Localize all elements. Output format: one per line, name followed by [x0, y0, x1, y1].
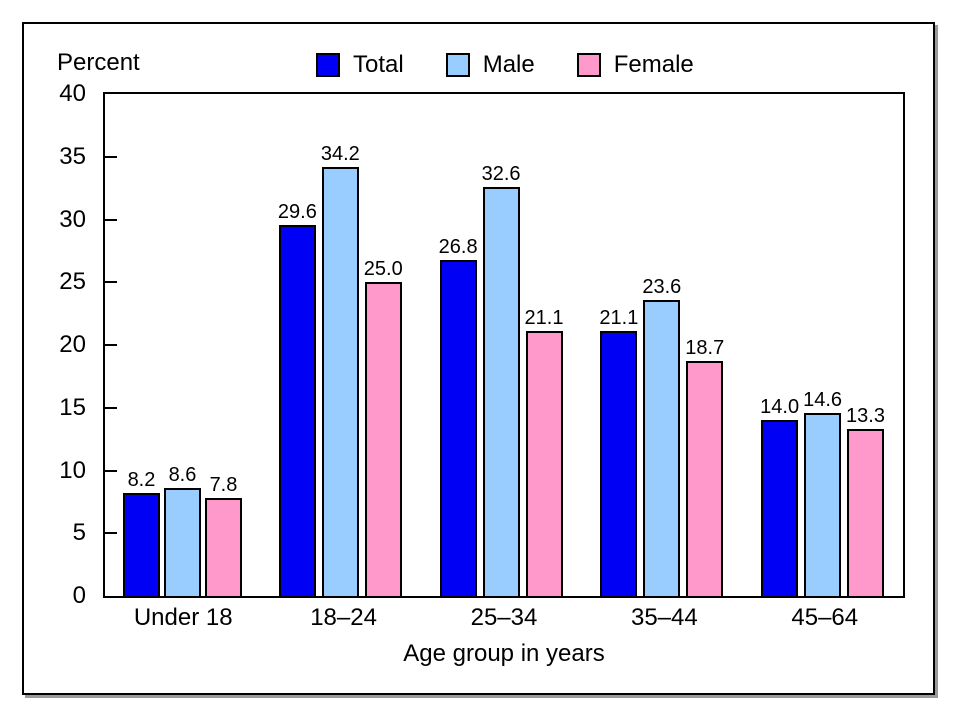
bar-female-25-34 — [525, 331, 563, 596]
x-label-18-24: 18–24 — [310, 604, 377, 631]
bar-group-25-34: 26.8 32.6 21.1 — [439, 163, 564, 596]
legend-label-total: Total — [353, 51, 404, 78]
bar-value-label: 25.0 — [363, 258, 403, 281]
y-tick-mark-15 — [105, 406, 117, 409]
y-tick-mark-5 — [105, 532, 117, 535]
legend-item-total: Total — [316, 52, 404, 78]
bar-female-18-24 — [364, 282, 402, 596]
legend-item-female: Female — [576, 51, 694, 78]
bar-group-18-24: 29.6 34.2 25.0 — [278, 143, 403, 596]
x-label-under-18: Under 18 — [133, 604, 233, 631]
x-axis-labels: Under 18 18–24 25–34 35–44 45–64 — [103, 604, 905, 632]
legend-swatch-total — [316, 53, 340, 77]
legend: Total Male Female — [316, 52, 694, 78]
bar-value-label: 14.6 — [803, 388, 843, 411]
x-label-25-34: 25–34 — [470, 604, 538, 631]
bar-wrap-female-35-44: 18.7 — [685, 337, 724, 596]
y-tick-label-25: 25 — [59, 268, 86, 296]
legend-label-male: Male — [482, 51, 535, 78]
bar-value-label: 8.2 — [127, 469, 156, 492]
y-tick-mark-25 — [105, 281, 117, 284]
y-tick-label-0: 0 — [72, 582, 86, 609]
y-tick-label-35: 35 — [59, 142, 86, 170]
plot-area: 8.2 8.6 7.8 29.6 34.2 25.0 26.8 32.6 21.1 21.1 23.… — [103, 92, 905, 598]
bar-wrap-male-45-64: 14.6 — [803, 389, 842, 596]
bar-wrap-male-under-18: 8.6 — [163, 464, 201, 596]
bar-wrap-total-45-64: 14.0 — [760, 396, 799, 596]
x-label-35-44: 35–44 — [630, 604, 698, 631]
bar-total-35-44 — [600, 331, 638, 596]
bar-wrap-male-18-24: 34.2 — [321, 143, 360, 596]
bar-value-label: 8.6 — [168, 464, 197, 487]
bar-value-label: 26.8 — [438, 235, 478, 258]
bar-wrap-total-25-34: 26.8 — [439, 236, 478, 596]
bar-female-35-44 — [686, 361, 724, 596]
bar-group-45-64: 14.0 14.6 13.3 — [760, 389, 885, 596]
y-tick-label-5: 5 — [72, 519, 86, 547]
bar-female-45-64 — [847, 429, 884, 596]
bar-wrap-total-18-24: 29.6 — [278, 201, 317, 596]
bar-wrap-total-35-44: 21.1 — [599, 307, 638, 596]
bar-value-label: 21.1 — [524, 307, 564, 330]
legend-label-female: Female — [613, 51, 694, 78]
y-tick-label-15: 15 — [59, 393, 86, 421]
y-tick-mark-10 — [105, 469, 117, 472]
y-tick-label-30: 30 — [59, 205, 86, 233]
bar-wrap-female-25-34: 21.1 — [524, 307, 564, 596]
bar-male-45-64 — [804, 412, 842, 596]
y-tick-label-20: 20 — [59, 331, 86, 358]
bar-wrap-female-45-64: 13.3 — [846, 405, 885, 596]
bar-male-18-24 — [321, 166, 359, 596]
bar-total-18-24 — [278, 224, 316, 596]
bar-value-label: 21.1 — [599, 307, 639, 330]
bar-wrap-male-35-44: 23.6 — [642, 276, 681, 596]
y-tick-mark-35 — [105, 155, 117, 158]
x-axis-title: Age group in years — [403, 640, 605, 667]
legend-swatch-female — [576, 53, 601, 77]
bar-value-label: 7.8 — [209, 474, 238, 497]
bar-wrap-total-under-18: 8.2 — [122, 469, 160, 596]
legend-swatch-male — [445, 53, 470, 77]
bar-value-label: 18.7 — [685, 337, 725, 360]
y-tick-label-10: 10 — [59, 456, 86, 484]
legend-item-male: Male — [445, 51, 535, 78]
bar-group-under-18: 8.2 8.6 7.8 — [122, 464, 242, 596]
y-tick-mark-20 — [105, 344, 117, 346]
bar-male-under-18 — [163, 488, 201, 596]
bar-value-label: 14.0 — [760, 396, 800, 419]
bar-female-under-18 — [204, 498, 242, 596]
y-tick-mark-30 — [105, 218, 117, 221]
bar-wrap-female-18-24: 25.0 — [364, 258, 403, 596]
y-axis-title: Percent — [57, 49, 140, 76]
bar-group-35-44: 21.1 23.6 18.7 — [599, 276, 724, 596]
bar-value-label: 34.2 — [320, 142, 360, 165]
bar-wrap-male-25-34: 32.6 — [482, 163, 521, 596]
y-tick-label-40: 40 — [59, 80, 86, 107]
bar-male-25-34 — [482, 186, 520, 596]
bar-total-45-64 — [761, 420, 799, 596]
bar-value-label: 23.6 — [642, 275, 682, 298]
bar-value-label: 13.3 — [846, 405, 885, 428]
bar-value-label: 32.6 — [481, 162, 521, 185]
bar-male-35-44 — [643, 299, 681, 596]
bar-total-25-34 — [439, 259, 477, 596]
bar-wrap-female-under-18: 7.8 — [204, 474, 242, 596]
bar-total-under-18 — [122, 493, 160, 596]
bar-value-label: 29.6 — [277, 200, 317, 223]
x-label-45-64: 45–64 — [791, 604, 859, 631]
